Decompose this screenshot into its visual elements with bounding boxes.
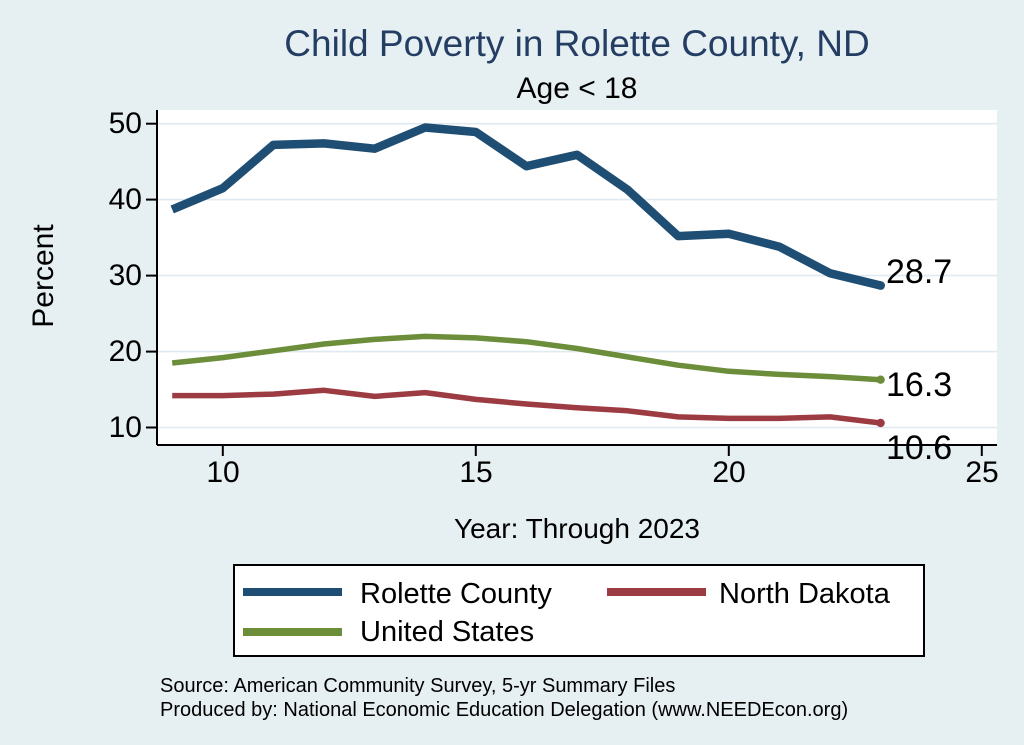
y-tick-label-50: 50 [108, 107, 142, 140]
value-label-north-dakota: 10.6 [886, 429, 953, 467]
legend-label-rolette-county: Rolette County [360, 578, 552, 610]
produced-by-note: Produced by: National Economic Education… [160, 699, 849, 721]
legend-box: Rolette County North Dakota United State… [233, 564, 925, 657]
legend-label-north-dakota: North Dakota [719, 578, 890, 610]
legend-swatch-north-dakota [607, 588, 706, 596]
legend-label-united-states: United States [360, 616, 535, 648]
axis-ticks [146, 122, 983, 456]
series-end-markers [876, 281, 885, 428]
y-tick-label-30: 30 [108, 259, 142, 292]
y-tick-label-10: 10 [108, 411, 142, 444]
series-lines [170, 123, 882, 426]
legend-swatch-united-states [243, 628, 342, 636]
x-tick-label-15: 15 [459, 456, 493, 489]
legend-swatch-rolette-county [243, 588, 342, 596]
x-axis-title: Year: Through 2023 [454, 513, 700, 544]
value-label-united-states: 16.3 [886, 366, 953, 404]
value-label-rolette-county: 28.7 [886, 253, 953, 291]
source-note: Source: American Community Survey, 5-yr … [160, 675, 676, 697]
x-tick-label-20: 20 [712, 456, 746, 489]
axes [156, 110, 997, 446]
y-axis-title: Percent [27, 224, 60, 328]
footer-notes: Source: American Community Survey, 5-yr … [160, 674, 848, 722]
chart-title: Child Poverty in Rolette County, ND [284, 23, 870, 64]
y-tick-label-40: 40 [108, 183, 142, 216]
x-tick-label-25: 25 [965, 456, 999, 489]
y-tick-label-20: 20 [108, 335, 142, 368]
chart-subtitle: Age < 18 [516, 72, 638, 105]
x-tick-label-10: 10 [206, 456, 240, 489]
